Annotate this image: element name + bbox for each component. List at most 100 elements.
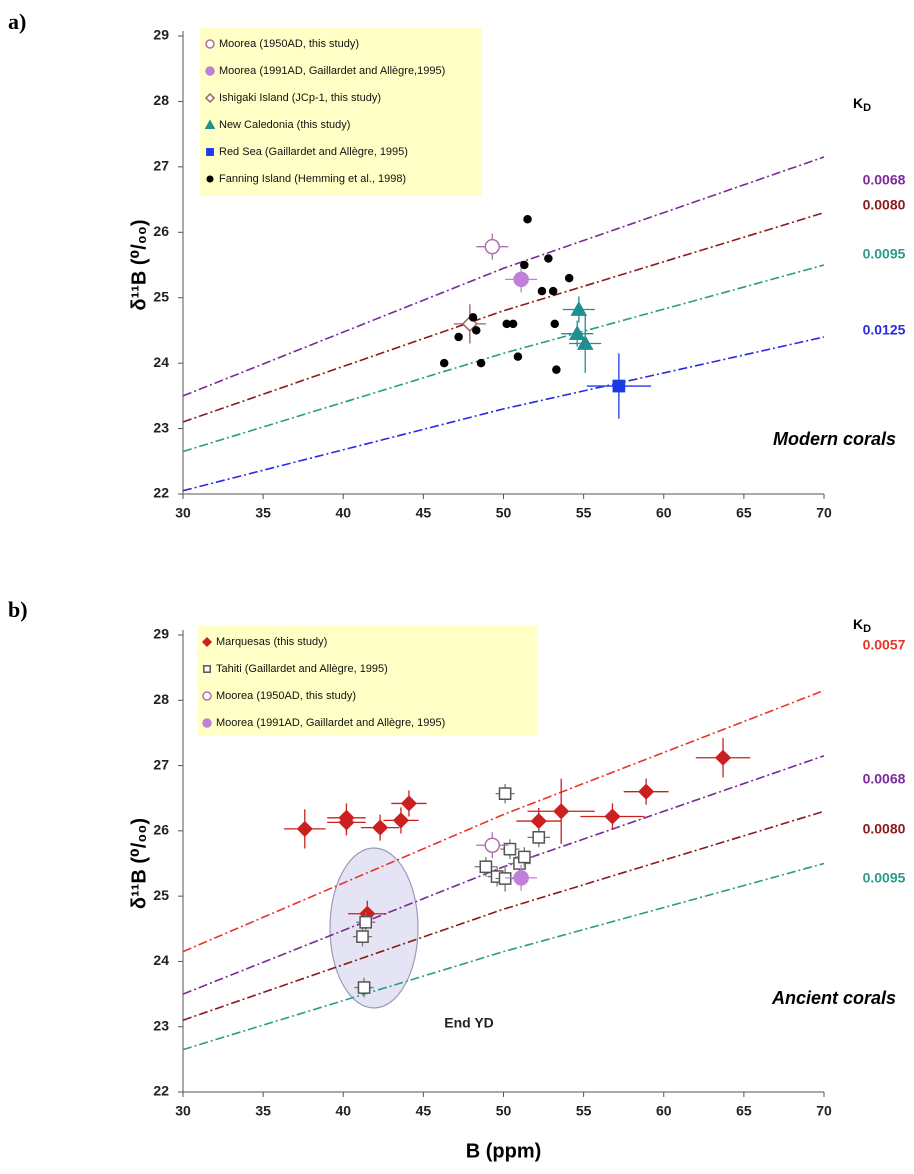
x-tick-label: 50 bbox=[496, 505, 512, 521]
data-point bbox=[513, 870, 529, 886]
legend-label: New Caledonia (this study) bbox=[219, 119, 350, 131]
data-point bbox=[356, 930, 369, 943]
data-point bbox=[548, 286, 558, 296]
legend-label: Moorea (1991AD, Gaillardet and Allègre,1… bbox=[219, 65, 445, 77]
x-tick-label: 65 bbox=[736, 1103, 752, 1119]
annotation: Ancient corals bbox=[771, 988, 896, 1008]
x-tick-label: 50 bbox=[496, 1103, 512, 1119]
legend-marker bbox=[205, 66, 215, 76]
kd-line bbox=[182, 810, 825, 1021]
y-tick-label: 24 bbox=[153, 952, 169, 968]
y-tick-label: 27 bbox=[153, 158, 169, 174]
panel-label: b) bbox=[8, 597, 28, 622]
data-point bbox=[476, 358, 486, 368]
data-point bbox=[523, 214, 532, 224]
data-point bbox=[439, 358, 449, 368]
legend-marker bbox=[204, 119, 216, 129]
kd-header-text: K bbox=[853, 95, 863, 111]
data-point bbox=[520, 260, 529, 270]
kd-label: 0.0057 bbox=[863, 637, 906, 653]
data-point bbox=[372, 819, 389, 836]
data-point bbox=[508, 319, 518, 329]
data-point bbox=[498, 872, 512, 885]
data-point bbox=[461, 315, 478, 332]
y-axis-label: δ¹¹B (⁰/₀₀) bbox=[128, 219, 150, 310]
data-point bbox=[479, 860, 493, 874]
legend-label: Fanning Island (Hemming et al., 1998) bbox=[219, 173, 406, 185]
kd-label: 0.0068 bbox=[863, 771, 906, 787]
data-point bbox=[454, 332, 463, 342]
legend-box bbox=[200, 28, 482, 196]
data-point bbox=[550, 319, 560, 329]
kd-label: 0.0095 bbox=[863, 870, 906, 886]
legend-label: Red Sea (Gaillardet and Allègre, 1995) bbox=[219, 146, 408, 158]
x-tick-label: 40 bbox=[335, 1103, 351, 1119]
kd-label: 0.0068 bbox=[863, 172, 906, 188]
y-tick-label: 23 bbox=[153, 1017, 169, 1033]
kd-line bbox=[182, 264, 825, 453]
kd-line bbox=[182, 689, 825, 953]
legend-label: Moorea (1950AD, this study) bbox=[216, 690, 356, 702]
x-tick-label: 35 bbox=[255, 1103, 271, 1119]
x-tick-label: 55 bbox=[576, 505, 592, 521]
data-point bbox=[714, 749, 732, 766]
kd-header: KD bbox=[853, 616, 871, 635]
y-tick-label: 24 bbox=[153, 354, 169, 370]
x-tick-label: 70 bbox=[816, 1103, 832, 1119]
legend-box bbox=[197, 626, 537, 736]
legend-marker bbox=[203, 665, 211, 673]
y-tick-label: 28 bbox=[153, 92, 169, 108]
x-tick-label: 60 bbox=[656, 505, 672, 521]
legend-label: Marquesas (this study) bbox=[216, 636, 327, 648]
kd-line bbox=[182, 755, 825, 995]
data-point bbox=[392, 812, 410, 829]
data-point bbox=[612, 379, 626, 393]
data-point bbox=[564, 273, 574, 283]
data-point bbox=[537, 286, 547, 296]
data-point bbox=[503, 842, 517, 856]
data-point bbox=[552, 365, 561, 374]
data-point bbox=[484, 837, 501, 853]
x-tick-label: 45 bbox=[416, 1103, 432, 1119]
legend-marker bbox=[206, 175, 214, 183]
kd-label: 0.0095 bbox=[863, 246, 906, 262]
data-point bbox=[638, 783, 655, 800]
data-point bbox=[604, 808, 621, 825]
kd-line bbox=[182, 336, 825, 492]
y-tick-label: 29 bbox=[153, 626, 169, 642]
legend-marker bbox=[204, 92, 216, 104]
data-point bbox=[568, 325, 586, 341]
legend-label: Ishigaki Island (JCp-1, this study) bbox=[219, 92, 381, 104]
x-tick-label: 30 bbox=[175, 505, 191, 521]
y-tick-label: 27 bbox=[153, 756, 169, 772]
highlight-region bbox=[329, 847, 419, 1009]
x-tick-label: 70 bbox=[816, 505, 832, 521]
data-point bbox=[338, 814, 355, 831]
y-tick-label: 22 bbox=[153, 1083, 169, 1099]
legend-marker bbox=[202, 718, 212, 728]
data-point bbox=[468, 313, 478, 322]
data-point bbox=[530, 813, 547, 830]
y-tick-label: 29 bbox=[153, 27, 169, 43]
legend-label: Tahiti (Gaillardet and Allègre, 1995) bbox=[216, 663, 388, 675]
legend-marker bbox=[202, 691, 212, 701]
x-tick-label: 35 bbox=[255, 505, 271, 521]
data-point bbox=[544, 254, 553, 263]
kd-header: KD bbox=[853, 95, 871, 114]
y-tick-label: 26 bbox=[153, 223, 169, 239]
x-tick-label: 60 bbox=[656, 1103, 672, 1119]
y-tick-label: 23 bbox=[153, 419, 169, 435]
data-point bbox=[553, 803, 570, 820]
x-tick-label: 45 bbox=[416, 505, 432, 521]
y-tick-label: 28 bbox=[153, 691, 169, 707]
legend-marker bbox=[206, 148, 214, 156]
data-point bbox=[484, 238, 501, 255]
data-point bbox=[576, 334, 594, 350]
kd-line bbox=[182, 862, 825, 1051]
data-point bbox=[517, 850, 531, 864]
x-tick-label: 30 bbox=[175, 1103, 191, 1119]
y-axis-label: δ¹¹B (⁰/₀₀) bbox=[128, 818, 150, 909]
highlight-label: End YD bbox=[444, 1015, 494, 1031]
legend-label: Moorea (1950AD, this study) bbox=[219, 38, 359, 50]
